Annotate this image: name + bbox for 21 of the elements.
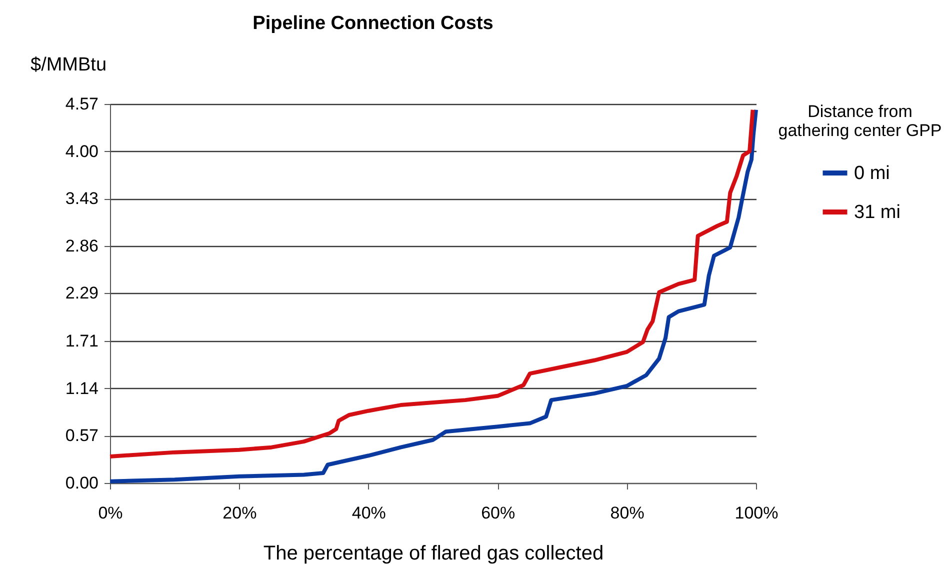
y-axis-title: $/MMBtu: [30, 54, 107, 76]
x-tick-label: 0%: [98, 504, 123, 522]
y-tick-label: 4.00: [65, 142, 98, 161]
y-tick-label: 3.43: [65, 189, 98, 208]
x-tick-label: 60%: [481, 504, 516, 522]
x-tick-label: 40%: [352, 504, 386, 522]
legend-label: 0 mi: [854, 163, 890, 184]
x-tick-label: 80%: [610, 504, 644, 522]
y-tick-label: 2.86: [65, 236, 98, 256]
y-tick-label: 0.57: [65, 426, 98, 446]
y-tick-label: 1.14: [65, 378, 98, 398]
y-tick-label: 0.00: [65, 474, 98, 492]
legend-label: 31 mi: [854, 202, 900, 223]
chart-title: Pipeline Connection Costs: [252, 13, 494, 34]
y-tick-label: 1.71: [65, 332, 98, 351]
x-axis-title: The percentage of flared gas collected: [263, 542, 604, 564]
x-tick-label: 100%: [734, 504, 778, 522]
x-tick-label: 20%: [222, 504, 257, 522]
y-tick-label: 2.29: [65, 284, 98, 303]
legend-title: Distance from gathering center GPP: [778, 102, 942, 140]
y-tick-label: 4.57: [65, 94, 98, 114]
